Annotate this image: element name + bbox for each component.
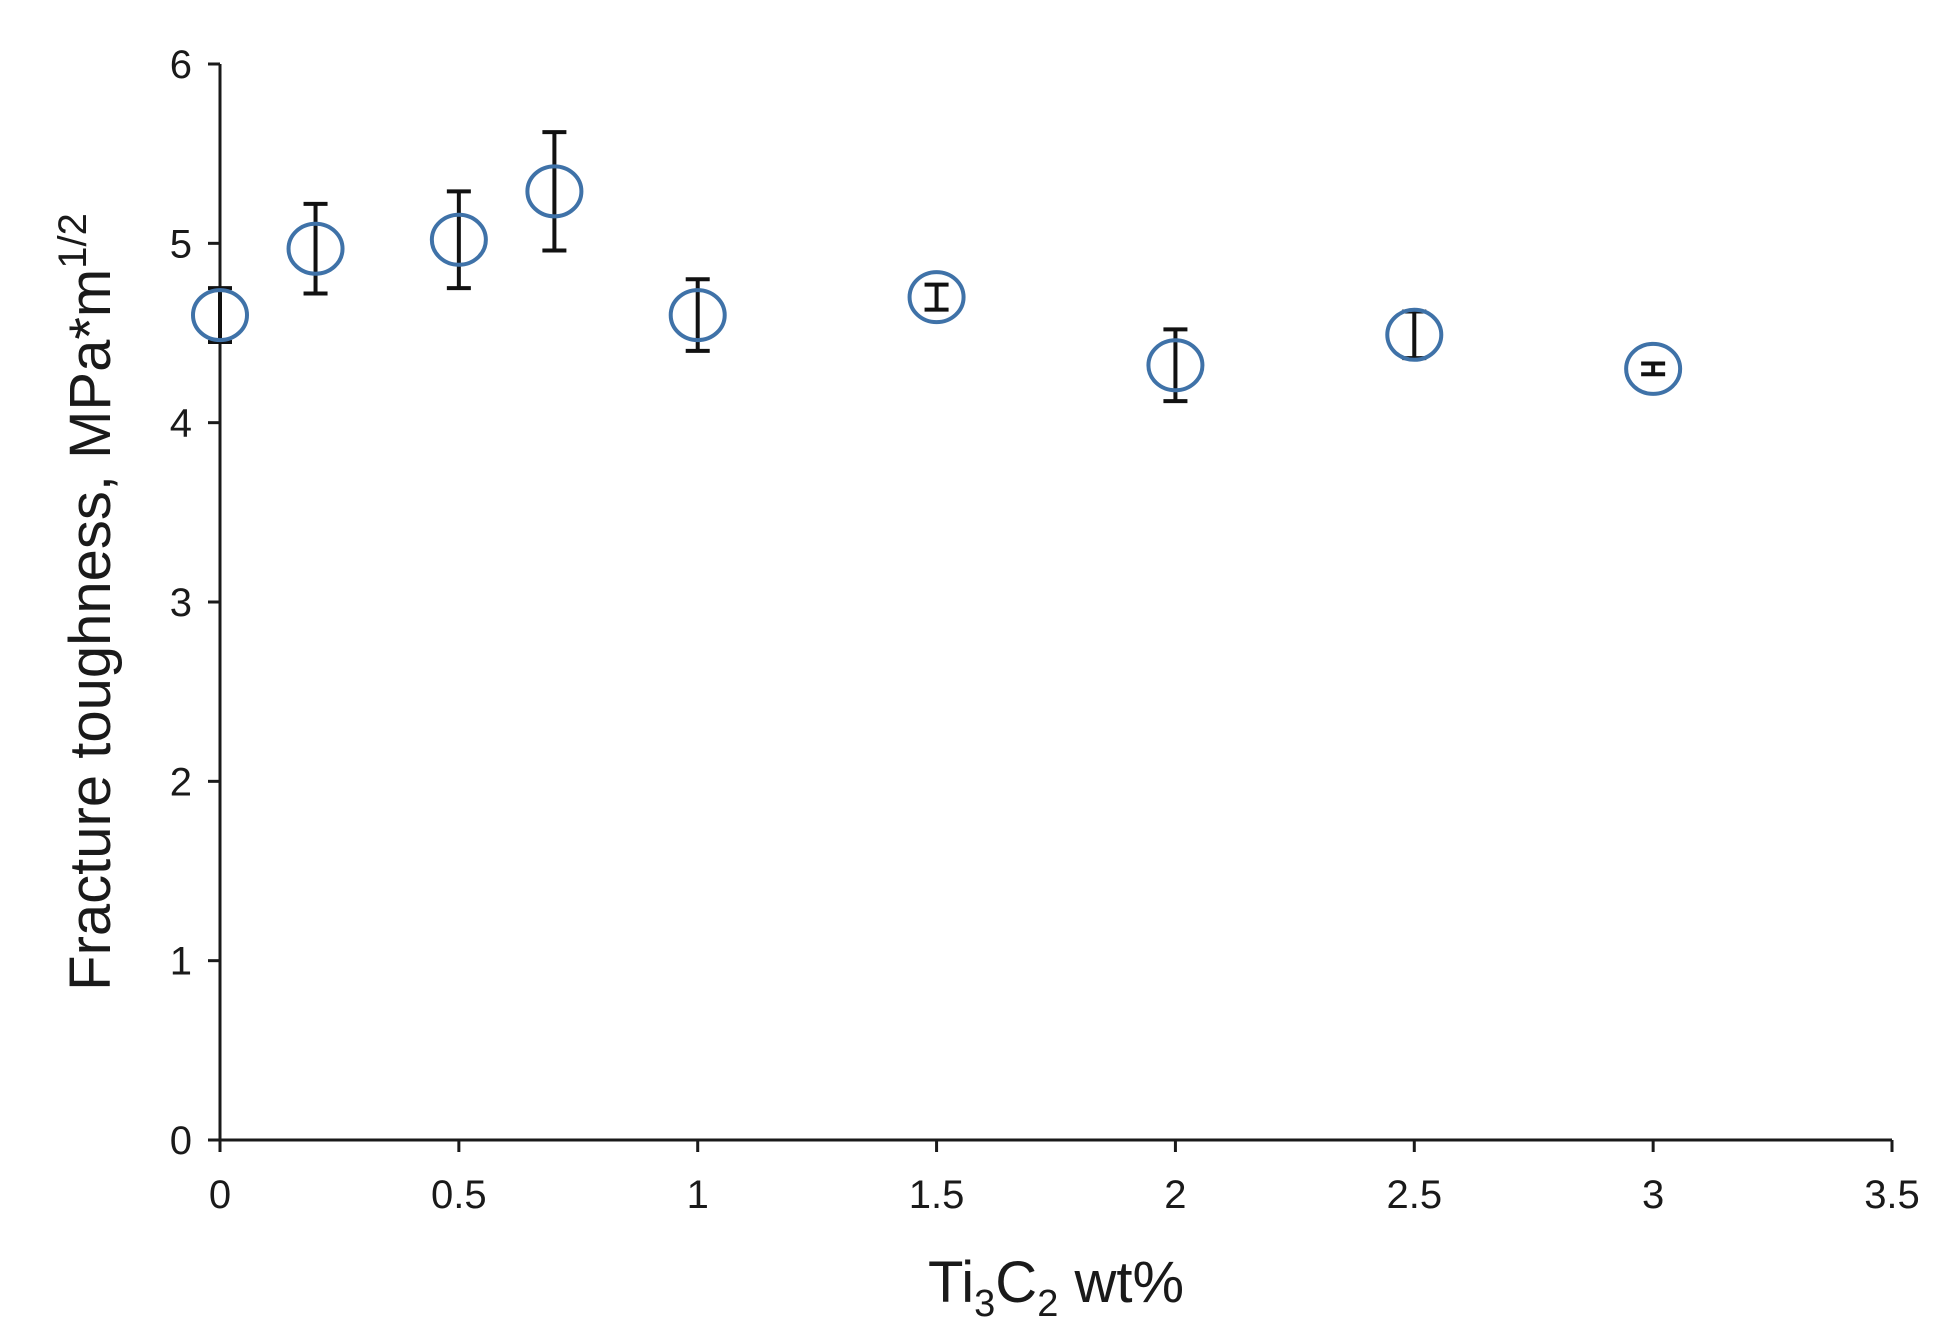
data-markers: [191, 164, 1683, 396]
y-axis-ticks: 0 1 2 3 4 5 6: [170, 43, 220, 1163]
data-point: [525, 164, 584, 219]
x-tick-label: 1: [687, 1173, 709, 1217]
data-point: [1146, 338, 1205, 393]
y-tick-label: 5: [170, 222, 192, 266]
y-tick-label: 0: [170, 1119, 192, 1163]
error-bars: [208, 130, 1666, 404]
y-tick-label: 3: [170, 581, 192, 625]
y-tick-label: 4: [170, 402, 192, 446]
data-point: [429, 212, 488, 267]
y-axis-title: Fracture toughness, MPa*m1/2: [51, 213, 123, 991]
data-point: [668, 288, 727, 343]
x-tick-label: 2: [1164, 1173, 1186, 1217]
y-tick-label: 1: [170, 940, 192, 984]
x-tick-label: 3: [1642, 1173, 1664, 1217]
data-point: [286, 221, 345, 276]
x-tick-label: 0: [209, 1173, 231, 1217]
x-axis-ticks: 0 0.5 1 1.5 2 2.5 3 3.5: [209, 1140, 1920, 1217]
y-tick-label: 6: [170, 43, 192, 87]
x-axis-title: Ti3C2 wt%: [928, 1250, 1184, 1325]
data-point: [1385, 307, 1444, 362]
data-point: [1624, 341, 1683, 396]
data-point: [191, 288, 249, 343]
y-tick-label: 2: [170, 760, 192, 804]
x-tick-label: 1.5: [909, 1173, 965, 1217]
data-point: [907, 270, 966, 325]
x-tick-label: 2.5: [1386, 1173, 1442, 1217]
x-tick-label: 0.5: [431, 1173, 487, 1217]
x-tick-label: 3.5: [1864, 1173, 1920, 1217]
